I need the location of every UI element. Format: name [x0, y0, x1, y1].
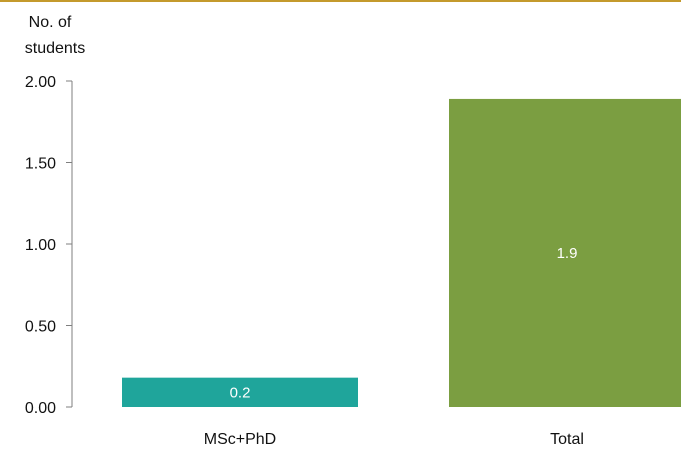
bar-data-label: 0.2: [230, 384, 251, 401]
bar-series: [122, 98, 681, 408]
top-accent-rule: [0, 0, 681, 2]
bar: [122, 377, 358, 407]
y-tick-label: 1.50: [25, 156, 56, 173]
x-category-label: MSc+PhD: [204, 431, 276, 448]
y-axis-title-line-2: students: [25, 40, 85, 57]
data-labels: 0.2 1.9: [230, 245, 578, 401]
x-axis-categories: MSc+PhD Total: [204, 431, 584, 448]
bar: [449, 98, 681, 408]
y-axis-title-line-1: No. of: [29, 14, 72, 31]
y-tick-label: 0.50: [25, 319, 56, 336]
x-category-label: Total: [550, 431, 584, 448]
y-axis: 0.00 0.50 1.00 1.50 2.00: [25, 74, 73, 417]
y-tick-label: 0.00: [25, 400, 56, 417]
bar-data-label: 1.9: [557, 245, 578, 262]
y-tick-label: 1.00: [25, 237, 56, 254]
y-tick-label: 2.00: [25, 74, 56, 91]
